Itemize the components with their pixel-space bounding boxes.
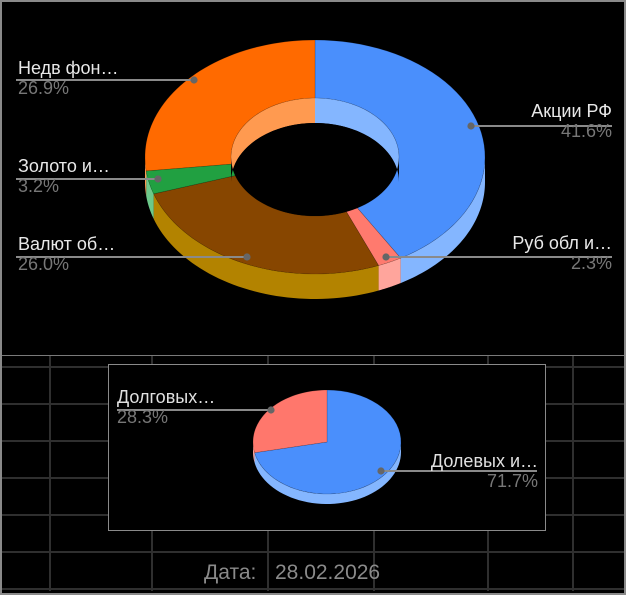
leader-dot [267,406,275,414]
slice-side [254,442,401,504]
leader-dot [377,467,385,475]
slice-side [153,193,379,299]
slice-side [400,157,485,284]
label-real-estate-funds: Недв фон… 26.9% [18,58,118,98]
leader-dot [382,253,390,261]
label-name: Золото и… [18,156,110,176]
label-percent: 2.3% [570,253,612,273]
label-percent: 26.0% [18,254,70,274]
slice-top [252,389,328,454]
label-ruble-bonds: Руб обл и… 2.3% [512,233,612,273]
label-percent: 41.6% [560,121,612,141]
date-value: 28.02.2026 [275,561,381,584]
label-percent: 3.2% [18,176,60,196]
slice-side [253,442,255,463]
slice-top [144,39,316,172]
label-percent: 28.3% [117,407,169,427]
label-name: Долговых… [117,387,216,407]
label-russian-stocks: Акции РФ 41.6% [531,101,612,141]
label-name: Руб обл и… [512,233,612,253]
slice-top [254,389,402,495]
asset-allocation-donut-chart: Недв фон… 26.9% Золото и… 3.2% Валют об…… [2,2,624,354]
pie-chart-svg [117,389,537,504]
leader-dot [190,76,198,84]
label-name: Валют об… [18,234,116,254]
slice-side [145,157,147,196]
label-debt-instruments: Долговых… 28.3% [117,387,215,427]
label-gold: Золото и… 3.2% [18,156,110,196]
label-percent: 71.7% [486,471,538,491]
leader-dot [467,122,475,130]
leader-dot [154,175,162,183]
label-currency-bonds: Валют об… 26.0% [18,234,115,274]
donut-chart-svg [16,39,612,299]
slice-side [146,170,154,219]
slice-side [378,258,401,291]
label-equity-instruments: Долевых и… 71.7% [431,451,538,491]
label-percent: 26.9% [18,78,70,98]
debt-equity-pie-chart: Долговых… 28.3% Долевых и… 71.7% [108,364,546,531]
section-divider [2,355,624,356]
label-name: Недв фон… [18,58,119,78]
label-name: Акции РФ [531,101,612,121]
date-label: Дата: [204,561,257,584]
label-name: Долевых и… [430,451,538,471]
leader-dot [243,253,251,261]
